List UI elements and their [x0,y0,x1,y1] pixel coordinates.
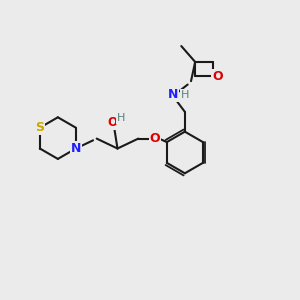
Text: N: N [71,142,81,155]
Text: H: H [117,113,126,123]
Text: O: O [150,132,160,145]
Text: O: O [212,70,223,83]
Text: N: N [168,88,178,100]
Text: H: H [181,90,189,100]
Text: O: O [107,116,118,129]
Text: S: S [35,121,44,134]
